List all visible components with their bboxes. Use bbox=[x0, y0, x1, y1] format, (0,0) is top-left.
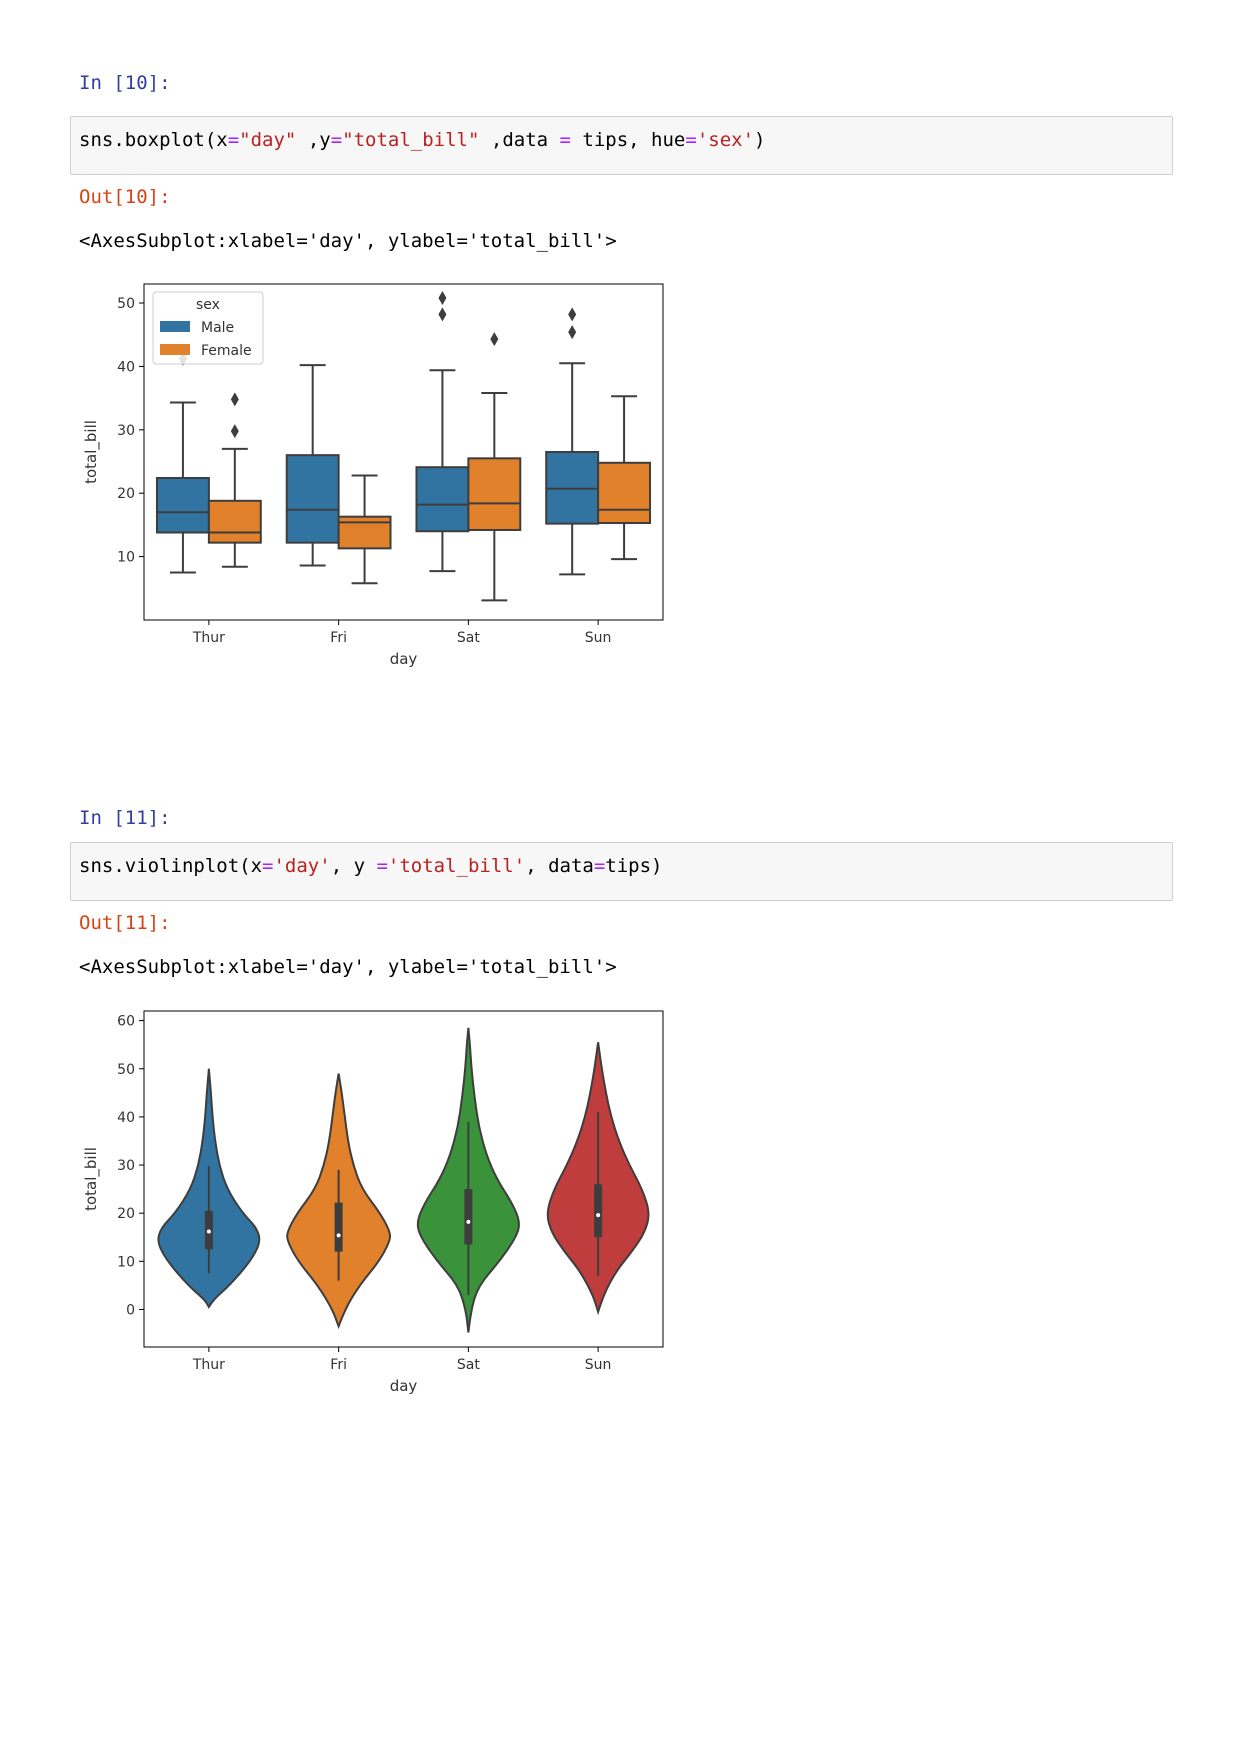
x-tick-label: Fri bbox=[330, 630, 347, 646]
violin-iqr-box bbox=[594, 1184, 603, 1238]
x-tick-label: Sat bbox=[457, 1357, 480, 1373]
code-token: = bbox=[330, 129, 343, 151]
out-prompt-10: Out[10]: bbox=[79, 186, 171, 208]
code-token: 'total_bill' bbox=[387, 855, 526, 877]
box-male-sat bbox=[415, 466, 470, 533]
legend-label-female: Female bbox=[201, 343, 252, 359]
violin-median-dot bbox=[336, 1233, 341, 1238]
code-token: ,data bbox=[479, 129, 560, 151]
violin-median-dot bbox=[206, 1229, 211, 1234]
y-tick-label: 20 bbox=[117, 1206, 135, 1222]
y-tick-label: 30 bbox=[117, 423, 135, 439]
x-axis-label: day bbox=[390, 1377, 418, 1395]
x-tick-label: Sun bbox=[585, 1357, 612, 1373]
code-cell-boxplot[interactable]: sns.boxplot(x="day" ,y="total_bill" ,dat… bbox=[70, 116, 1173, 175]
violin-iqr-box bbox=[464, 1189, 473, 1245]
y-axis-label: total_bill bbox=[82, 420, 101, 484]
outlier-point bbox=[490, 332, 499, 347]
code-token: "total_bill" bbox=[342, 129, 480, 151]
in-prompt-10: In [10]: bbox=[79, 72, 171, 94]
y-tick-label: 50 bbox=[117, 1062, 135, 1078]
code-token: = bbox=[376, 855, 388, 877]
code-token: = bbox=[559, 129, 571, 151]
y-tick-label: 10 bbox=[117, 1254, 135, 1270]
code-token: , data bbox=[525, 855, 594, 877]
y-tick-label: 40 bbox=[117, 1110, 135, 1126]
violin-median-dot bbox=[466, 1219, 471, 1224]
code-token: = bbox=[227, 129, 240, 151]
y-tick-label: 40 bbox=[117, 359, 135, 375]
output-repr-boxplot: <AxesSubplot:xlabel='day', ylabel='total… bbox=[79, 230, 617, 252]
code-line-boxplot: sns.boxplot(x="day" ,y="total_bill" ,dat… bbox=[79, 129, 765, 151]
x-tick-label: Thur bbox=[192, 630, 225, 646]
code-token: tips, hue bbox=[570, 129, 686, 151]
violin-median-dot bbox=[596, 1213, 601, 1218]
violinplot-chart: 0 10 20 30 40 50 60 Thur Fri Sat Sun day total_bill bbox=[82, 1010, 664, 1395]
legend-swatch-female bbox=[160, 344, 190, 355]
y-axis-label: total_bill bbox=[82, 1147, 101, 1211]
y-tick-label: 10 bbox=[117, 550, 135, 566]
code-cell-violinplot[interactable]: sns.violinplot(x='day', y ='total_bill',… bbox=[70, 842, 1173, 901]
y-tick-label: 50 bbox=[117, 296, 135, 312]
y-tick-label: 20 bbox=[117, 486, 135, 502]
x-tick-label: Sat bbox=[457, 630, 480, 646]
y-tick-label: 60 bbox=[117, 1014, 135, 1030]
code-token: sns.boxplot(x bbox=[79, 129, 228, 151]
code-token: ,y bbox=[296, 129, 331, 151]
outlier-point bbox=[230, 424, 239, 439]
violin-iqr-box bbox=[334, 1202, 343, 1252]
code-line-violinplot: sns.violinplot(x='day', y ='total_bill',… bbox=[79, 855, 662, 877]
code-token: "day" bbox=[239, 129, 297, 151]
legend-label-male: Male bbox=[201, 320, 234, 336]
x-axis-label: day bbox=[390, 650, 418, 668]
code-token: , y bbox=[330, 855, 377, 877]
outlier-point bbox=[230, 392, 239, 407]
in-prompt-11: In [11]: bbox=[79, 807, 171, 829]
y-tick-label: 30 bbox=[117, 1158, 135, 1174]
code-token: 'sex' bbox=[696, 129, 755, 151]
code-token: = bbox=[593, 855, 606, 877]
code-token: tips) bbox=[605, 855, 663, 877]
outlier-point bbox=[568, 325, 577, 340]
code-token: sns.violinplot(x bbox=[79, 855, 263, 877]
output-repr-violinplot: <AxesSubplot:xlabel='day', ylabel='total… bbox=[79, 956, 617, 978]
box-female-thur bbox=[207, 499, 262, 544]
out-prompt-11: Out[11]: bbox=[79, 912, 171, 934]
x-tick-label: Thur bbox=[192, 1357, 225, 1373]
axes-frame bbox=[143, 283, 664, 621]
code-token: = bbox=[262, 855, 274, 877]
box-female-sun bbox=[597, 461, 652, 525]
outlier-point bbox=[438, 290, 447, 305]
code-token: 'day' bbox=[273, 855, 331, 877]
x-tick-label: Sun bbox=[585, 630, 612, 646]
code-token: ) bbox=[754, 129, 766, 151]
axes-frame bbox=[143, 1010, 664, 1348]
boxplot-chart: 10 20 30 40 50 Thur Fri Sat Sun day total_bill sex M… bbox=[82, 283, 664, 668]
legend-title: sex bbox=[196, 297, 220, 313]
x-tick-label: Fri bbox=[330, 1357, 347, 1373]
outlier-point bbox=[438, 307, 447, 322]
legend-swatch-male bbox=[160, 321, 190, 332]
box-male-thur bbox=[155, 476, 210, 534]
code-token: = bbox=[685, 129, 697, 151]
outlier-point bbox=[568, 307, 577, 322]
box-male-fri bbox=[285, 454, 340, 544]
y-tick-label: 0 bbox=[126, 1302, 135, 1318]
box-female-sat bbox=[467, 457, 522, 531]
